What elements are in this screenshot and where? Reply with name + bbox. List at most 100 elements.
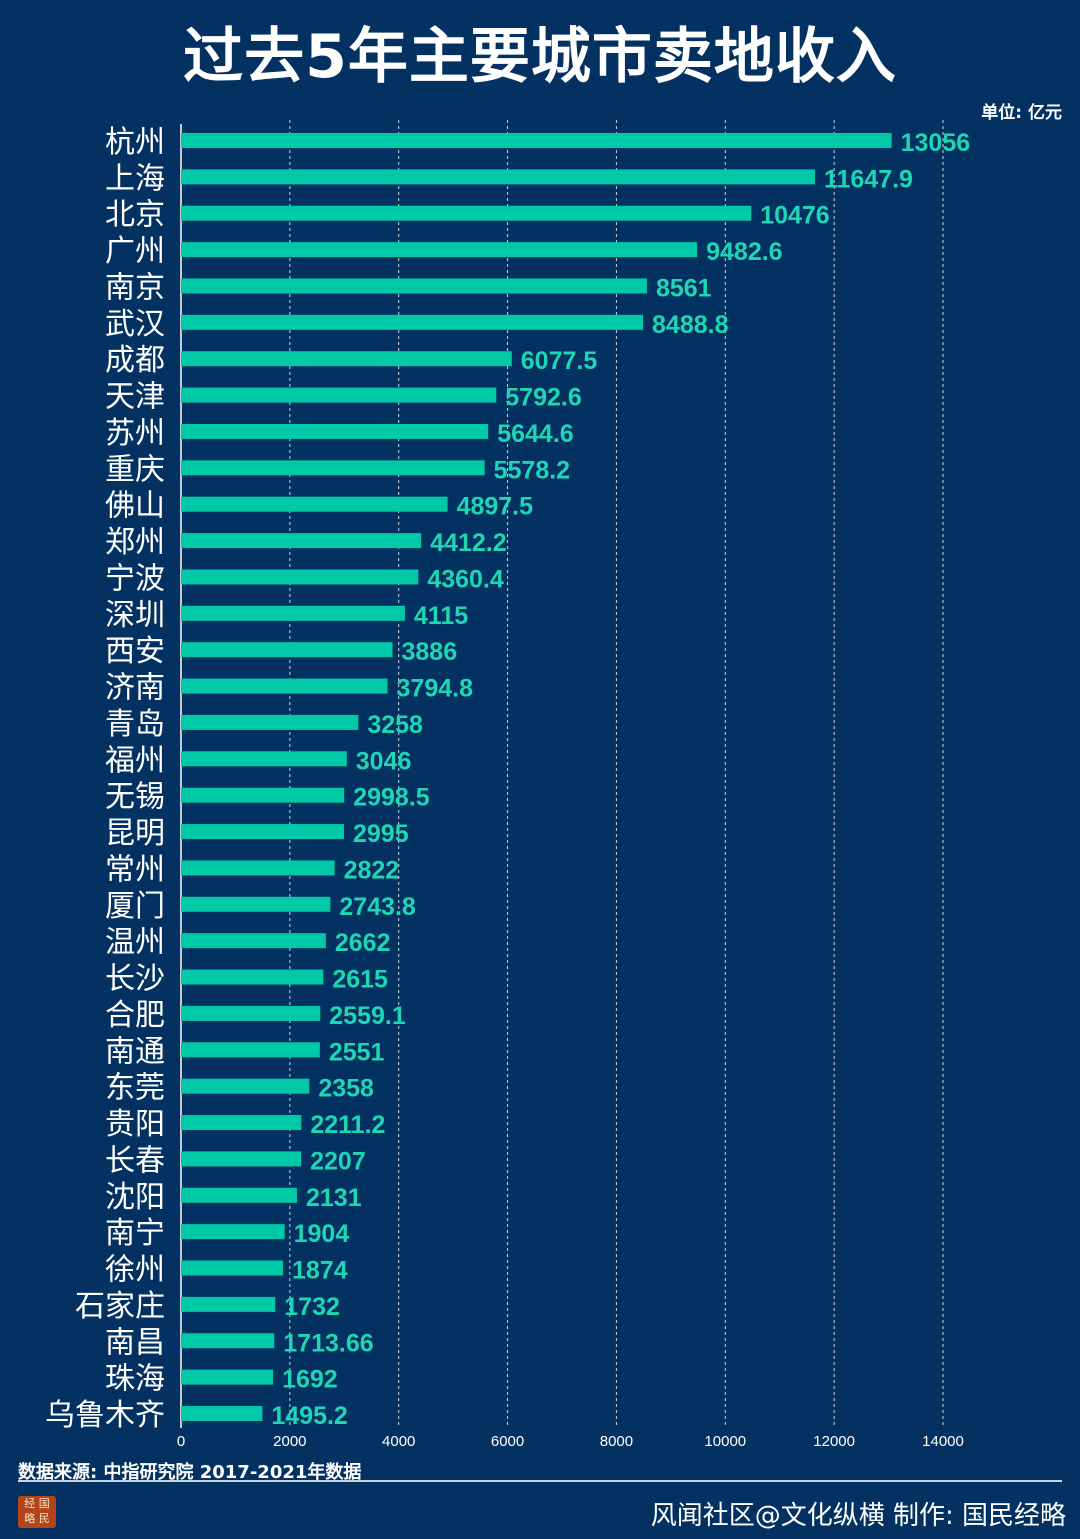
data-label: 2559.1: [329, 1002, 406, 1030]
category-label: 沈阳: [105, 1180, 165, 1215]
category-label: 南昌: [105, 1325, 165, 1360]
x-tick-label: 10000: [704, 1433, 746, 1450]
bar: [181, 678, 388, 694]
data-label: 4360.4: [427, 565, 504, 593]
bar: [181, 496, 448, 512]
bar: [181, 278, 647, 294]
data-label: 2743.8: [339, 893, 416, 921]
bar: [181, 787, 345, 803]
data-label: 4897.5: [457, 493, 534, 521]
bar: [181, 205, 752, 221]
category-label: 长春: [105, 1143, 165, 1178]
bar: [181, 642, 393, 658]
data-label: 5792.6: [505, 384, 581, 412]
bar: [181, 824, 345, 840]
data-label: 1495.2: [271, 1402, 347, 1430]
bar: [181, 133, 892, 148]
bar: [181, 714, 359, 730]
data-label: 2358: [318, 1075, 374, 1103]
bar: [181, 860, 335, 876]
category-label: 南宁: [105, 1216, 165, 1251]
bar: [181, 1369, 274, 1385]
category-label: 成都: [105, 343, 165, 378]
data-label: 4115: [414, 602, 468, 630]
category-label: 宁波: [105, 561, 165, 596]
data-label: 1692: [282, 1366, 338, 1394]
bar: [181, 1115, 302, 1131]
bar: [181, 896, 331, 912]
logo: 经 国略 民: [18, 1496, 56, 1528]
data-label: 2211.2: [310, 1111, 385, 1139]
chart-title: 过去5年主要城市卖地收入: [183, 22, 897, 92]
data-label: 1904: [294, 1220, 350, 1248]
data-label: 2551: [329, 1038, 385, 1066]
bar: [181, 1005, 321, 1021]
data-label: 8488.8: [652, 311, 729, 339]
bar: [181, 1151, 302, 1167]
bar: [181, 387, 497, 403]
category-label: 济南: [105, 671, 165, 706]
category-label: 东莞: [105, 1071, 165, 1106]
data-label: 2662: [335, 929, 391, 957]
category-label: 合肥: [105, 998, 165, 1033]
bar: [181, 1224, 285, 1240]
category-label: 北京: [105, 198, 165, 233]
bar: [181, 751, 347, 767]
bar: [181, 242, 698, 258]
bar: [181, 1042, 320, 1058]
category-label: 常州: [105, 852, 165, 887]
x-tick-label: 8000: [600, 1433, 633, 1450]
data-label: 10476: [760, 202, 830, 230]
x-tick-label: 2000: [273, 1433, 306, 1450]
data-label: 2615: [332, 966, 388, 994]
unit-label: 单位: 亿元: [981, 103, 1062, 123]
data-label: 13056: [901, 129, 971, 157]
bar: [181, 969, 324, 985]
category-label: 昆明: [105, 816, 165, 851]
category-label: 天津: [105, 380, 165, 415]
data-label: 2995: [353, 820, 409, 848]
data-label: 11647.9: [824, 165, 913, 193]
x-tick-label: 12000: [813, 1433, 855, 1450]
x-tick-label: 14000: [922, 1433, 964, 1450]
category-label: 徐州: [105, 1253, 165, 1288]
bar: [181, 569, 419, 585]
data-label: 1874: [292, 1257, 348, 1285]
category-label: 杭州: [105, 125, 165, 160]
data-label: 5644.6: [497, 420, 573, 448]
bar: [181, 351, 512, 367]
data-label: 8561: [656, 274, 712, 302]
divider: [18, 1480, 1062, 1482]
footer-credit: 风闻社区@文化纵横 制作: 国民经略: [650, 1501, 1066, 1531]
category-label: 南通: [105, 1034, 165, 1069]
bar: [181, 460, 485, 476]
data-label: 4412.2: [430, 529, 506, 557]
data-label: 2207: [310, 1147, 366, 1175]
category-label: 珠海: [105, 1362, 165, 1397]
category-label: 郑州: [105, 525, 165, 560]
bar: [181, 605, 405, 621]
bar: [181, 169, 815, 185]
data-label: 3258: [367, 711, 423, 739]
data-label: 5578.2: [494, 456, 570, 484]
category-label: 温州: [105, 925, 165, 960]
data-label: 3794.8: [397, 675, 474, 703]
data-label: 9482.6: [706, 238, 782, 266]
category-label: 南京: [105, 270, 165, 305]
category-label: 广州: [105, 234, 165, 269]
category-label: 武汉: [105, 307, 165, 342]
bar: [181, 1406, 263, 1421]
bar: [181, 1333, 275, 1349]
bar: [181, 1296, 276, 1312]
data-label: 6077.5: [521, 347, 598, 375]
category-label: 福州: [105, 743, 165, 778]
bar: [181, 533, 422, 549]
data-label: 3046: [356, 747, 412, 775]
data-label: 1713.66: [283, 1329, 373, 1357]
x-tick-label: 0: [177, 1433, 185, 1450]
category-label: 青岛: [105, 707, 165, 742]
category-label: 苏州: [105, 416, 165, 451]
category-label: 佛山: [105, 489, 165, 524]
bar: [181, 1187, 297, 1203]
data-label: 2131: [306, 1184, 362, 1212]
